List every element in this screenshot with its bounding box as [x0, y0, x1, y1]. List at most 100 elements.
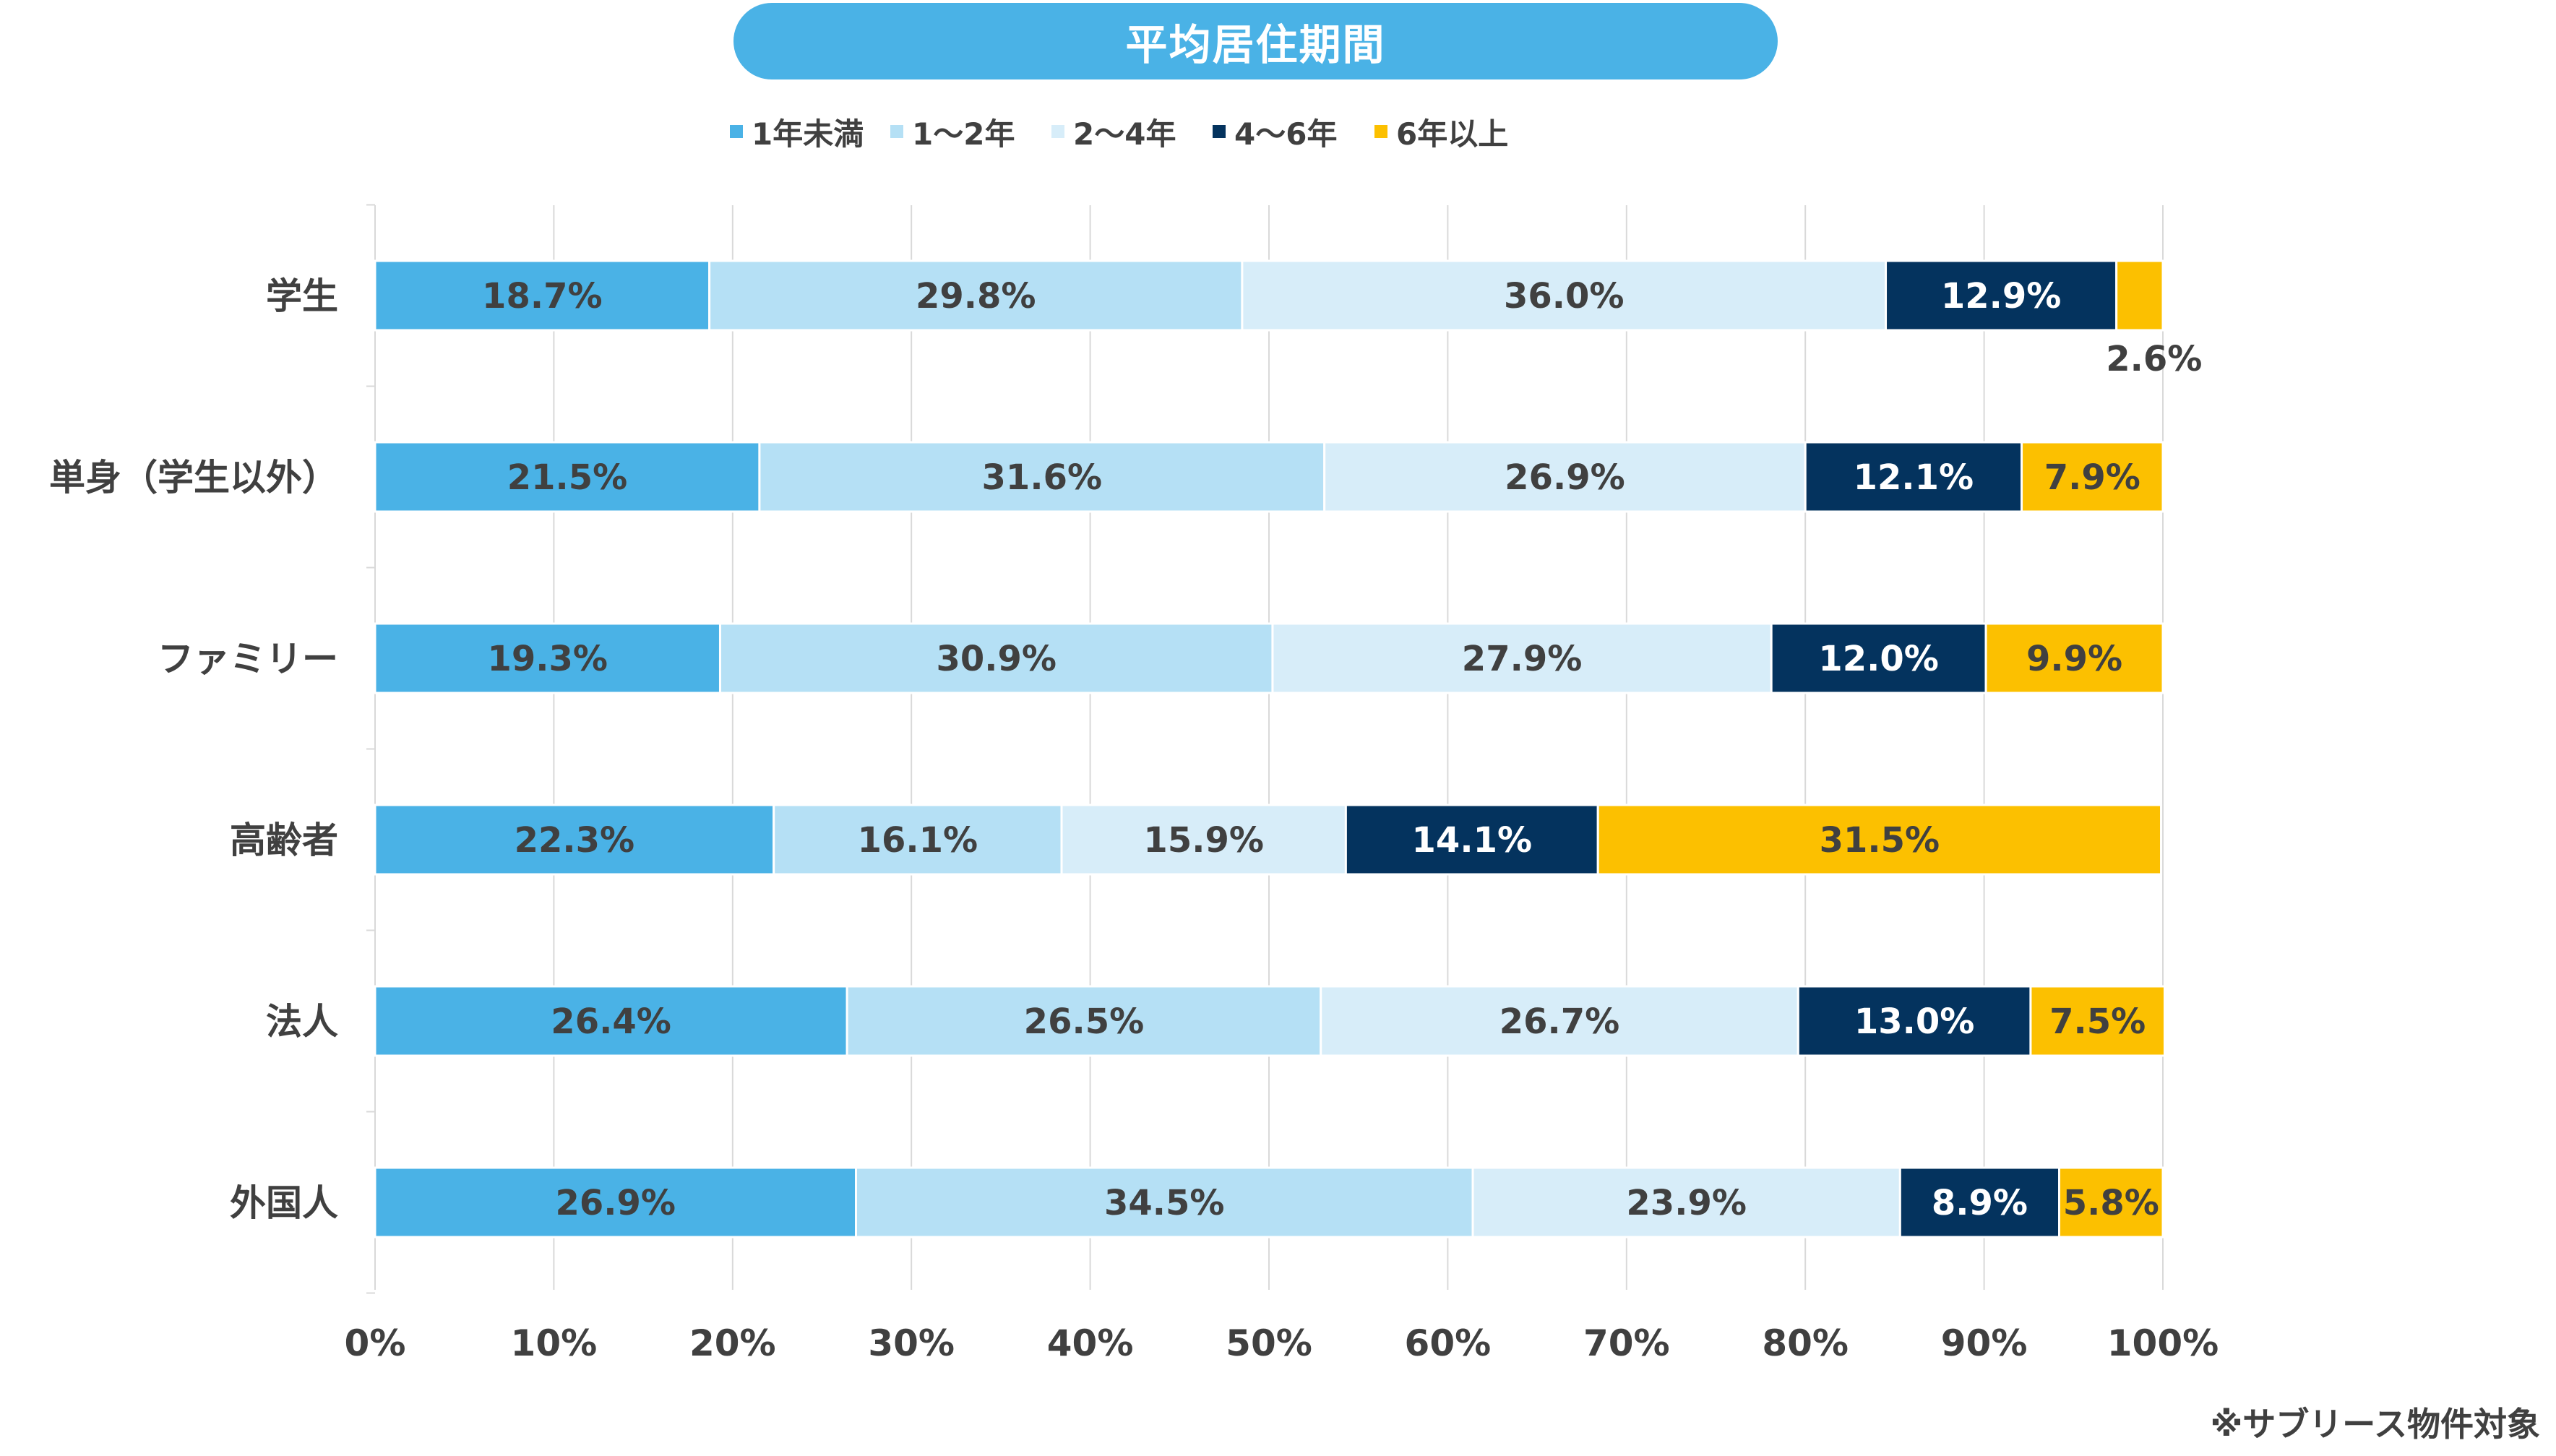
data-label: 19.3%: [487, 639, 608, 679]
category-label: 外国人: [230, 1182, 338, 1224]
x-tick-label: 60%: [1405, 1322, 1492, 1364]
data-label: 16.1%: [858, 820, 978, 861]
data-label: 7.9%: [2044, 457, 2140, 498]
bar-segment: [1770, 622, 1987, 694]
data-label: 22.3%: [515, 820, 635, 861]
legend-label: 6年以上: [1396, 116, 1508, 152]
bar-segment: [1898, 1166, 2061, 1239]
chart-title-banner: 平均居住期間: [733, 3, 1778, 79]
x-tick-label: 30%: [868, 1322, 955, 1364]
bar-segment: [855, 1166, 1474, 1239]
x-tick-label: 80%: [1762, 1322, 1849, 1364]
data-label: 7.5%: [2049, 1001, 2146, 1042]
data-label: 13.0%: [1854, 1001, 1975, 1042]
x-tick-labels: 0% 10% 20% 30% 40% 50% 60% 70% 80% 90% 100%: [345, 1322, 2219, 1364]
bar-row: 22.3% 16.1% 15.9% 14.1% 31.5%: [374, 804, 2163, 876]
bar-segment: [1984, 622, 2164, 694]
bar-segment: [374, 985, 848, 1057]
legend-label: 1年未満: [752, 116, 864, 152]
legend-label: 1～2年: [912, 116, 1015, 152]
bar-segment: [1596, 804, 2163, 876]
bar-segment: [708, 259, 1244, 332]
bar-segment: [758, 441, 1326, 513]
bar-segment: [1344, 804, 1599, 876]
data-label: 12.1%: [1854, 457, 1974, 498]
legend-label: 2～4年: [1073, 116, 1176, 152]
bar-segment: [1241, 259, 1888, 332]
category-label: 単身（学生以外）: [49, 457, 338, 499]
data-label: 9.9%: [2026, 639, 2122, 679]
bar-segment: [1885, 259, 2118, 332]
data-label: 26.5%: [1024, 1001, 1145, 1042]
bar-row: 19.3% 30.9% 27.9% 12.0% 9.9%: [374, 622, 2164, 694]
legend: 1年未満 1～2年 2～4年 4～6年 6年以上: [730, 116, 1508, 152]
bar-segment: [2029, 985, 2166, 1057]
legend-swatch: [1213, 125, 1226, 138]
bar-segment: [374, 622, 721, 694]
x-tick-label: 90%: [1941, 1322, 2028, 1364]
gridlines: [374, 205, 2164, 1290]
legend-swatch: [730, 125, 743, 138]
category-label: ファミリー: [158, 638, 338, 680]
data-label: 2.6%: [2106, 339, 2202, 379]
bar-row: 18.7% 29.8% 36.0% 12.9% 2.6%: [374, 259, 2202, 379]
x-tick-label: 10%: [511, 1322, 598, 1364]
data-label: 34.5%: [1104, 1183, 1225, 1223]
bar-segment: [1796, 985, 2032, 1057]
data-label: 26.7%: [1499, 1001, 1620, 1042]
bar-segment: [1471, 1166, 1901, 1239]
data-label: 26.9%: [1505, 457, 1625, 498]
bar-segment: [1060, 804, 1347, 876]
bar-segment: [1323, 441, 1807, 513]
x-tick-label: 20%: [689, 1322, 776, 1364]
x-tick-label: 40%: [1047, 1322, 1134, 1364]
x-tick-label: 50%: [1226, 1322, 1312, 1364]
data-label: 21.5%: [507, 457, 628, 498]
legend-swatch: [1051, 125, 1064, 138]
y-axis: [366, 204, 375, 1294]
data-label: 12.0%: [1818, 639, 1939, 679]
data-label: 29.8%: [916, 276, 1036, 316]
footnote: ※サブリース物件対象: [2210, 1405, 2540, 1444]
bar-segment: [2058, 1166, 2164, 1239]
legend-swatch: [1374, 125, 1387, 138]
bar-segment: [1271, 622, 1773, 694]
bar-row: 26.4% 26.5% 26.7% 13.0% 7.5%: [374, 985, 2166, 1057]
data-label: 12.9%: [1941, 276, 2062, 316]
category-label: 学生: [266, 275, 338, 317]
bar-segment: [718, 622, 1274, 694]
bar-segment: [2021, 441, 2164, 513]
data-label: 23.9%: [1626, 1183, 1747, 1223]
data-label: 8.9%: [1932, 1183, 2028, 1223]
data-label: 30.9%: [936, 639, 1057, 679]
data-label: 31.6%: [982, 457, 1103, 498]
data-label: 26.9%: [555, 1183, 676, 1223]
bar-row: 21.5% 31.6% 26.9% 12.1% 7.9%: [374, 441, 2164, 513]
data-label: 31.5%: [1820, 820, 1940, 861]
legend-swatch: [890, 125, 903, 138]
bar-segment: [845, 985, 1322, 1057]
bar-segment: [773, 804, 1063, 876]
data-label: 18.7%: [482, 276, 603, 316]
chart-title: 平均居住期間: [1125, 20, 1386, 69]
x-tick-label: 100%: [2107, 1322, 2219, 1364]
legend-label: 4～6年: [1234, 116, 1337, 152]
bar-segment: [2115, 259, 2164, 332]
data-label: 15.9%: [1143, 820, 1264, 861]
bar-segment: [1804, 441, 2023, 513]
data-label: 14.1%: [1412, 820, 1533, 861]
data-label: 5.8%: [2063, 1183, 2159, 1223]
x-tick-label: 0%: [345, 1322, 406, 1364]
category-label: 高齢者: [230, 819, 338, 861]
bar-segment: [1320, 985, 1799, 1057]
data-label: 27.9%: [1462, 639, 1583, 679]
data-label: 26.4%: [551, 1001, 671, 1042]
bar-segment: [374, 259, 711, 332]
data-label: 36.0%: [1504, 276, 1625, 316]
x-tick-label: 70%: [1583, 1322, 1670, 1364]
bar-segment: [374, 804, 775, 876]
category-label: 法人: [266, 1001, 338, 1043]
